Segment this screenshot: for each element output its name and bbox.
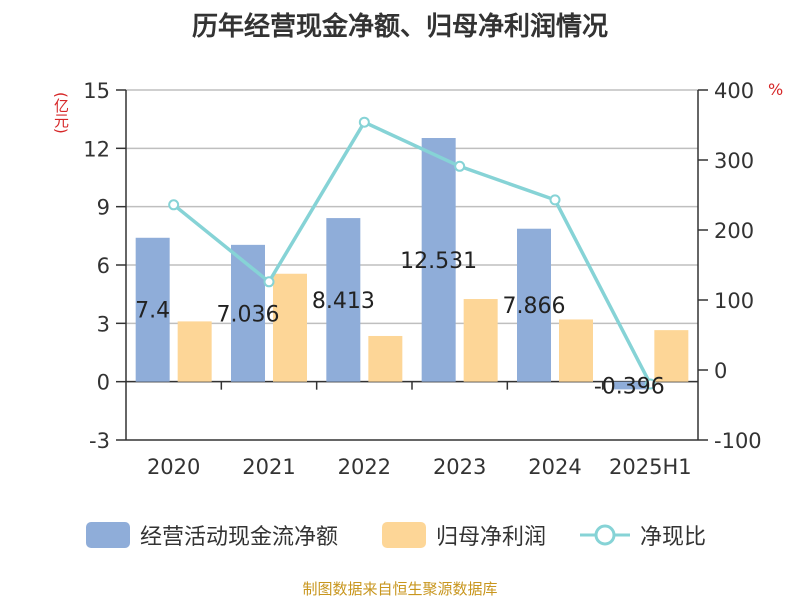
- ratio-point: [644, 378, 656, 390]
- cash-flow-data-label: 7.4: [135, 299, 170, 324]
- cash-flow-data-label: 7.036: [217, 302, 280, 327]
- legend-swatch-ratio: [580, 524, 630, 546]
- cash-flow-bar: [135, 237, 170, 382]
- cash-flow-bar: [612, 381, 647, 390]
- x-axis-tick-label: 2022: [338, 455, 391, 479]
- chart-title: 历年经营现金净额、归母净利润情况: [191, 12, 608, 42]
- left-axis-unit: (亿元): [52, 92, 70, 134]
- right-axis-unit: %: [768, 80, 784, 99]
- right-axis-tick-label: 300: [714, 149, 754, 173]
- cash-flow-data-label: -0.396: [594, 375, 665, 400]
- legend-swatch-cash-flow: [86, 522, 130, 548]
- x-axis-tick-label: 2021: [242, 455, 295, 479]
- x-axis-tick-label: 2024: [528, 455, 581, 479]
- source-note: 制图数据来自恒生聚源数据库: [302, 580, 498, 598]
- cash-flow-data-label: 7.866: [503, 294, 566, 319]
- cash-flow-bar: [326, 218, 361, 382]
- x-axis-tick-label: 2025H1: [609, 455, 692, 479]
- left-axis-tick-label: 12: [83, 137, 110, 161]
- legend-label-net-profit: 归母净利润: [436, 525, 547, 550]
- legend-item-net-profit[interactable]: 归母净利润: [382, 515, 546, 555]
- legend-swatch-net-profit: [382, 522, 426, 548]
- ratio-point: [358, 116, 370, 128]
- right-axis-tick-label: -100: [714, 429, 762, 453]
- left-axis-tick-label: 6: [97, 254, 110, 278]
- net-profit-bar: [368, 335, 403, 382]
- ratio-line: [172, 119, 652, 385]
- left-axis-tick-label: 9: [97, 196, 110, 220]
- left-axis-tick-label: 15: [83, 79, 110, 103]
- net-profit-bar: [559, 319, 593, 382]
- cash-flow-bar: [421, 138, 456, 382]
- right-axis-tick-label: 200: [714, 219, 754, 243]
- right-axis-tick-label: 400: [714, 79, 754, 103]
- ratio-point: [263, 276, 275, 288]
- right-axis-tick-label: 100: [714, 289, 754, 313]
- chart-legend: 经营活动现金流净额 归母净利润 净现比: [0, 515, 800, 555]
- legend-label-cash-flow: 经营活动现金流净额: [140, 525, 339, 550]
- cash-flow-data-label: 12.531: [400, 249, 477, 274]
- ratio-point: [454, 160, 466, 172]
- left-axis-tick-label: 3: [97, 312, 110, 336]
- legend-item-cash-flow[interactable]: 经营活动现金流净额: [86, 515, 338, 555]
- cash-flow-bar: [231, 244, 265, 382]
- net-profit-bar: [177, 321, 212, 382]
- x-axis-tick-label: 2023: [433, 455, 486, 479]
- ratio-point: [549, 194, 561, 206]
- left-axis-tick-label: 0: [97, 371, 110, 395]
- legend-item-ratio[interactable]: 净现比: [580, 515, 706, 555]
- legend-label-ratio: 净现比: [640, 525, 707, 550]
- x-axis-tick-label: 2020: [147, 455, 200, 479]
- cash-flow-bar: [517, 228, 551, 382]
- net-profit-bar: [654, 330, 689, 382]
- net-profit-bar: [463, 299, 498, 382]
- cash-flow-data-label: 8.413: [312, 289, 375, 314]
- ratio-point: [168, 199, 180, 211]
- net-profit-bar: [273, 273, 307, 382]
- left-axis-tick-label: -3: [89, 429, 110, 453]
- right-axis-tick-label: 0: [714, 359, 727, 383]
